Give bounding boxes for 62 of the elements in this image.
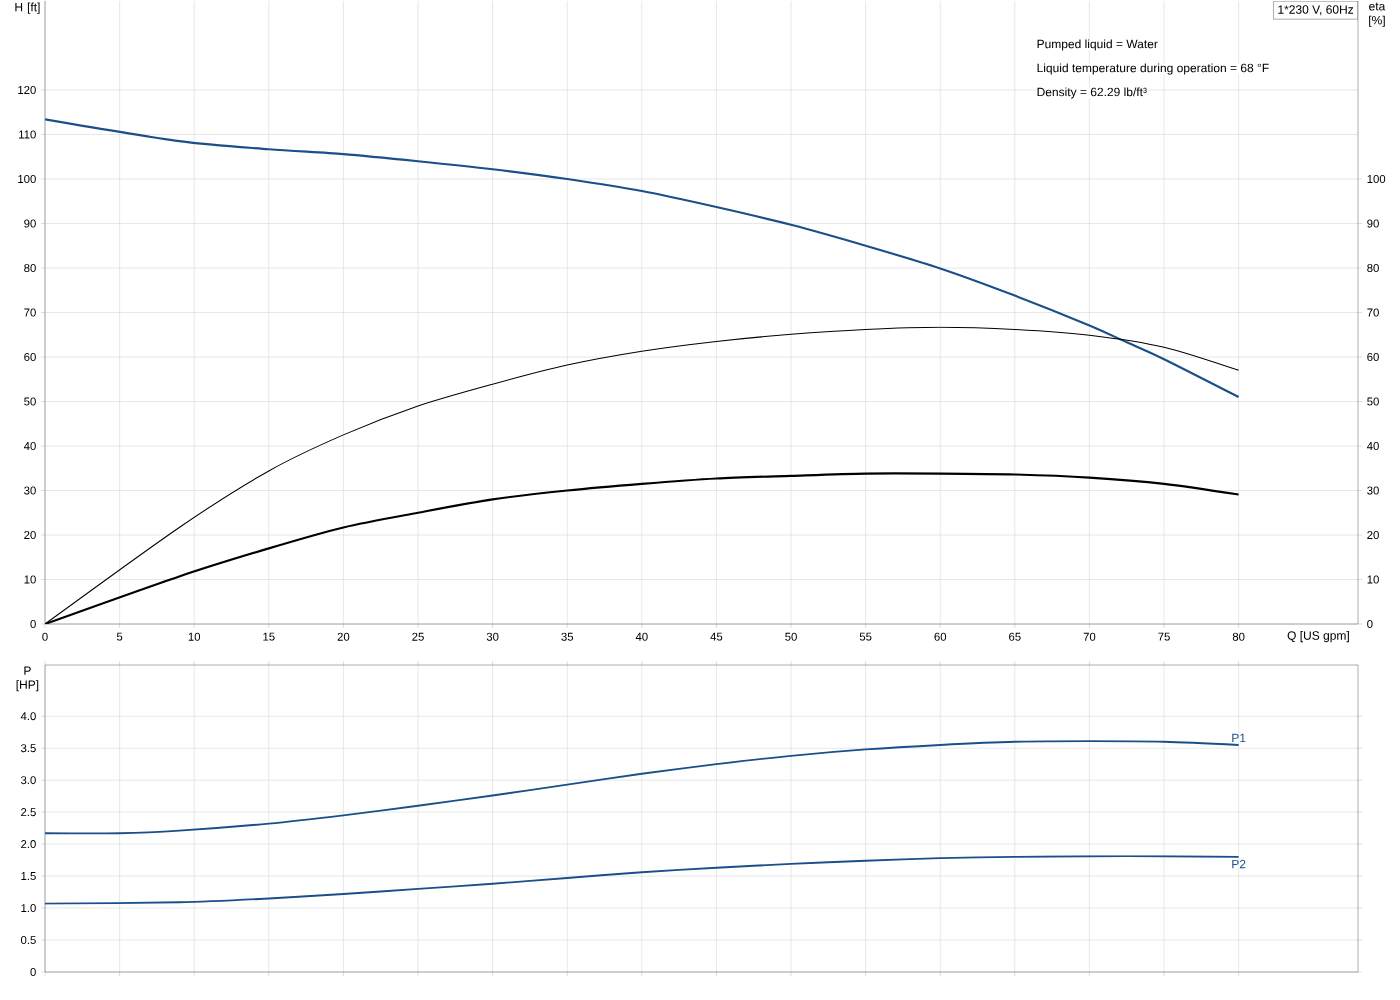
y2-tick-label: 70 — [1367, 308, 1379, 317]
series-label: P1 — [1232, 733, 1246, 743]
line-series — [45, 118, 1240, 399]
x-tick-label: 30 — [486, 632, 499, 641]
x-tick-label: 35 — [561, 632, 574, 641]
x-tick-label: 60 — [934, 632, 947, 641]
y-tick-label: 60 — [24, 353, 36, 362]
x-tick-label: 10 — [188, 632, 201, 641]
x-tick-label: 0 — [42, 632, 48, 641]
x-tick-label: 45 — [710, 632, 723, 641]
x-tick-label: 55 — [859, 632, 872, 641]
y-tick-label: 0 — [30, 968, 36, 977]
y2-tick-label: 90 — [1367, 219, 1379, 228]
x-axis-title: Q [US gpm] — [1287, 630, 1349, 643]
y-tick-label: 50 — [24, 397, 36, 406]
y-tick-label: 40 — [23, 442, 36, 451]
y-tick-label: 0.5 — [20, 936, 36, 945]
x-tick-label: 70 — [1083, 632, 1096, 641]
y-tick-label: 90 — [24, 219, 36, 228]
x-tick-label: 40 — [635, 632, 648, 641]
y2-tick-label: 40 — [1366, 442, 1379, 451]
y-tick-label: 1.5 — [21, 872, 36, 881]
x-tick-label: 65 — [1009, 632, 1021, 641]
annotation: Density = 62.29 lb/ft³ — [1037, 87, 1147, 99]
y-tick-label: 2.5 — [21, 808, 36, 817]
y2-tick-label: 100 — [1367, 175, 1386, 184]
y2-tick-label: 0 — [1367, 620, 1373, 629]
y2-axis-title: eta [%] — [1369, 2, 1386, 27]
x-tick-label: 25 — [412, 632, 424, 641]
y2-tick-label: 10 — [1367, 575, 1379, 584]
x-tick-label: 80 — [1232, 632, 1245, 641]
y2-tick-label: 30 — [1367, 486, 1379, 495]
annotation: Pumped liquid = Water — [1037, 39, 1158, 51]
y-tick-label: 30 — [24, 486, 36, 495]
y-axis-title: P [HP] — [16, 666, 39, 692]
y-tick-label: 3.5 — [20, 744, 36, 753]
y2-tick-label: 60 — [1367, 353, 1379, 362]
x-tick-label: 50 — [785, 632, 797, 641]
annotation: 1*230 V, 60Hz — [1278, 5, 1354, 16]
line-series — [45, 740, 1240, 835]
y-tick-label: 70 — [24, 308, 36, 317]
y-tick-label: 10 — [24, 575, 36, 584]
y-tick-label: 120 — [18, 86, 36, 95]
x-tick-label: 15 — [263, 632, 275, 641]
y-tick-label: 2.0 — [21, 840, 36, 849]
x-tick-label: 5 — [116, 632, 123, 641]
y-tick-label: 110 — [19, 130, 36, 139]
y-tick-label: 80 — [24, 264, 36, 273]
annotation: Liquid temperature during operation = 68 °F — [1037, 63, 1269, 75]
y2-tick-label: 20 — [1367, 531, 1379, 540]
y-tick-label: 100 — [18, 175, 36, 184]
y2-tick-label: 50 — [1367, 397, 1379, 406]
y-tick-label: 4.0 — [20, 712, 36, 721]
y-tick-label: 0 — [30, 620, 36, 629]
y-tick-label: 20 — [24, 531, 36, 540]
y-tick-label: 3.0 — [20, 776, 36, 785]
y-axis-title: H [ft] — [15, 2, 40, 14]
y-tick-label: 1.0 — [21, 904, 36, 913]
x-tick-label: 75 — [1158, 632, 1170, 641]
x-tick-label: 20 — [337, 632, 350, 641]
y2-tick-label: 80 — [1367, 264, 1379, 273]
series-label: P2 — [1232, 859, 1246, 869]
